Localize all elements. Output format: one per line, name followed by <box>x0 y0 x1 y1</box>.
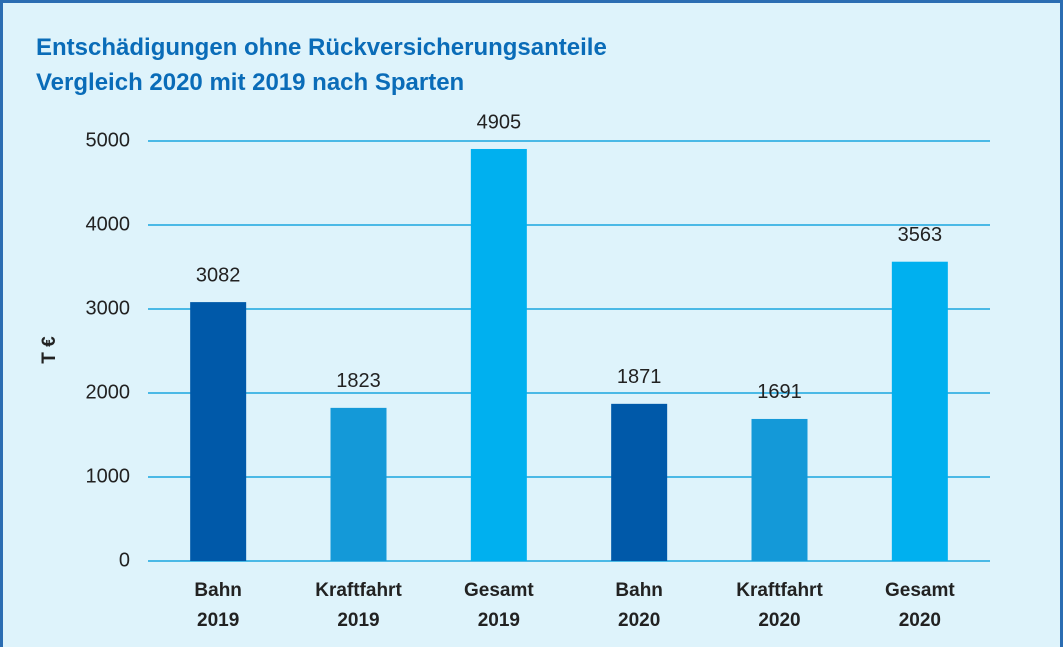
y-tick-label: 4000 <box>86 213 131 235</box>
value-label: 1691 <box>757 381 802 403</box>
bar <box>470 148 527 562</box>
value-label: 1823 <box>336 370 381 392</box>
value-label: 3082 <box>196 264 241 286</box>
value-label: 4905 <box>477 111 522 133</box>
y-tick-label: 1000 <box>86 465 131 487</box>
chart-title: Entschädigungen ohne Rückversicherungsan… <box>36 34 607 61</box>
x-tick-label: Kraftfahrt <box>736 580 823 601</box>
x-tick-label: 2019 <box>478 610 520 631</box>
y-axis-label: T € <box>39 336 60 364</box>
x-tick-label: Bahn <box>194 580 242 601</box>
bar <box>611 403 668 561</box>
bar <box>190 302 247 561</box>
x-tick-label: Kraftfahrt <box>315 580 402 601</box>
chart-title: Vergleich 2020 mit 2019 nach Sparten <box>36 69 464 96</box>
y-tick-label: 0 <box>119 549 130 571</box>
x-tick-label: Gesamt <box>885 580 955 601</box>
x-tick-label: Gesamt <box>464 580 534 601</box>
bar <box>891 261 948 561</box>
x-tick-label: 2019 <box>197 610 239 631</box>
bar <box>330 407 387 561</box>
y-tick-label: 2000 <box>86 381 131 403</box>
y-tick-label: 5000 <box>86 129 131 151</box>
value-label: 3563 <box>898 224 943 246</box>
x-tick-label: 2020 <box>618 610 660 631</box>
value-label: 1871 <box>617 366 662 388</box>
y-tick-label: 3000 <box>86 297 131 319</box>
bar <box>751 418 808 561</box>
x-tick-label: 2020 <box>899 610 941 631</box>
x-tick-label: Bahn <box>615 580 663 601</box>
x-tick-label: 2020 <box>758 610 800 631</box>
x-tick-label: 2019 <box>337 610 379 631</box>
